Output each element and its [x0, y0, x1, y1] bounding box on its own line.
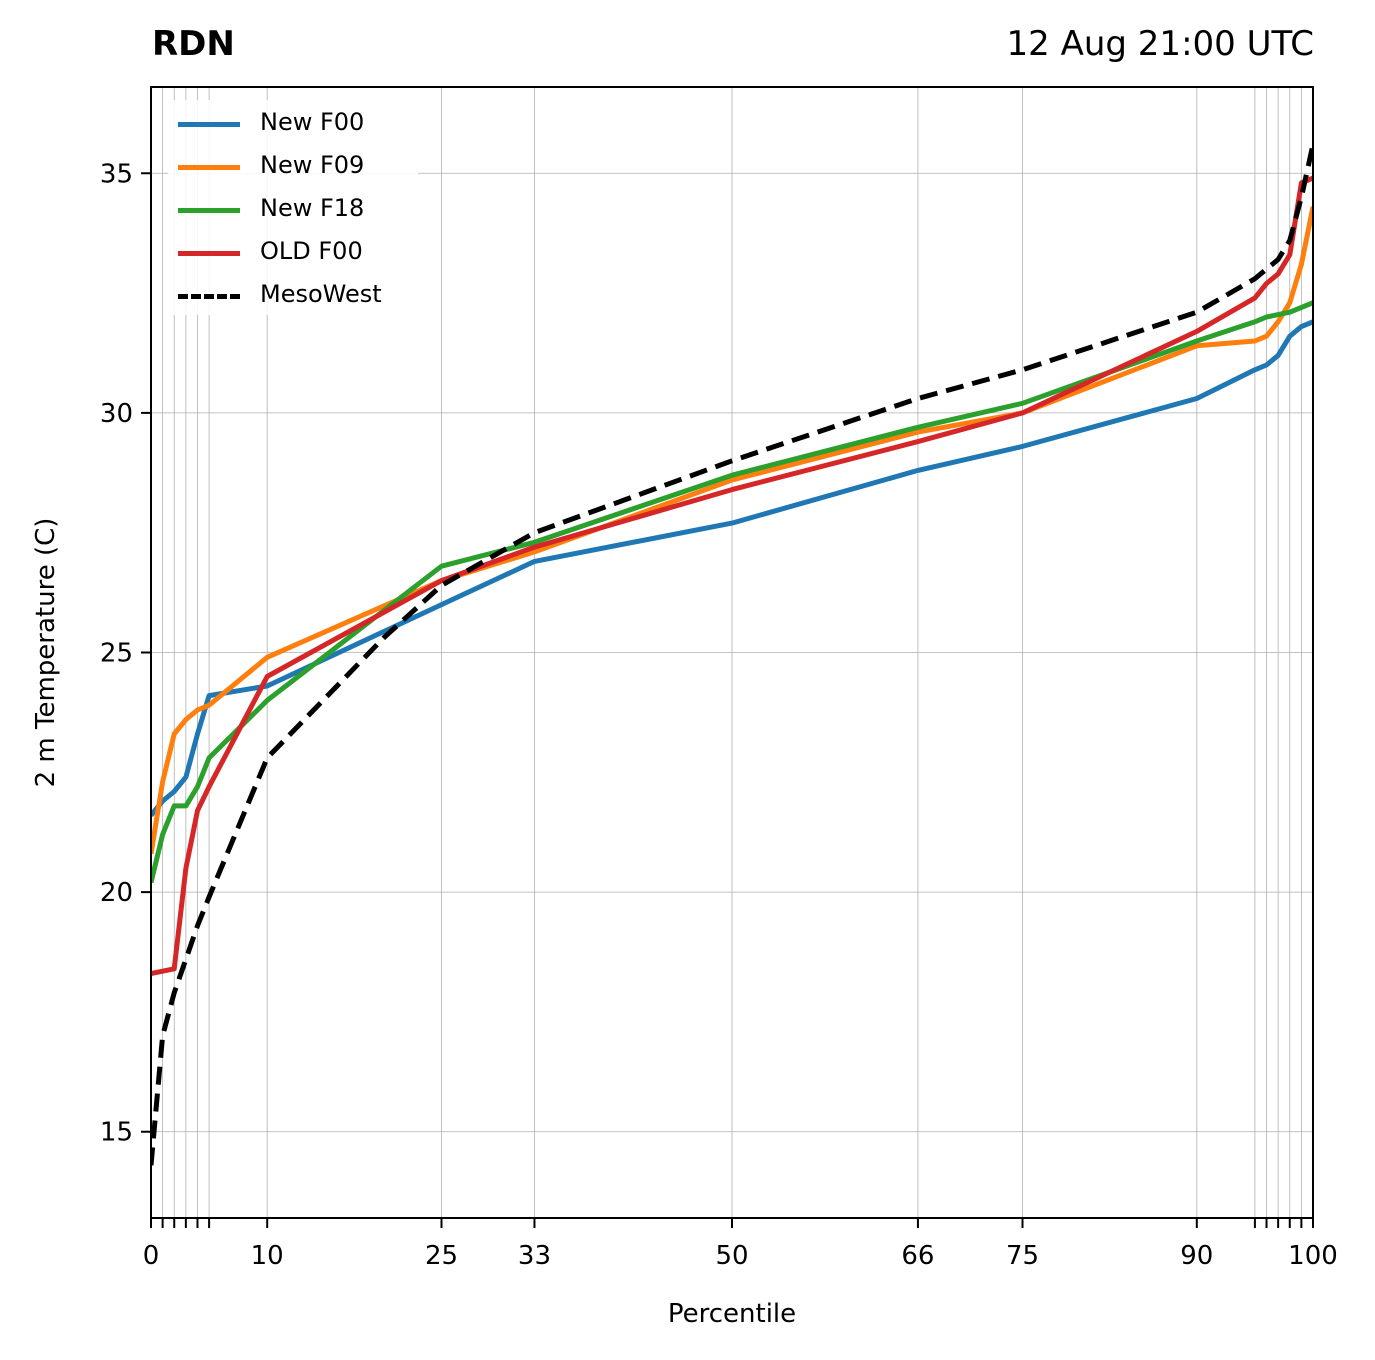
- series-line-new-f18: [151, 300, 1313, 884]
- y-tick-label: 35: [100, 159, 133, 189]
- x-tick-label: 66: [901, 1241, 934, 1271]
- legend-item: New F00: [168, 100, 418, 143]
- y-tick-label: 25: [100, 639, 133, 669]
- legend-label: MesoWest: [260, 280, 382, 308]
- legend-item: OLD F00: [168, 229, 418, 272]
- valid-time-title: 12 Aug 21:00 UTC: [1006, 24, 1314, 64]
- y-tick-label: 20: [100, 878, 133, 908]
- series-line-new-f00: [151, 319, 1313, 817]
- tick-labels: 0 10 25 33 50 66 75 90 100 15 20 25 30 35: [100, 159, 1338, 1271]
- y-axis-label: 2 m Temperature (C): [31, 518, 61, 788]
- series-line-mesowest: [151, 143, 1313, 1166]
- legend-swatch: [178, 122, 240, 127]
- x-tick-label: 90: [1180, 1241, 1213, 1271]
- legend-swatch: [178, 294, 240, 299]
- x-tick-label: 50: [715, 1241, 748, 1271]
- y-tick-label: 30: [100, 399, 133, 429]
- x-tick-label: 100: [1288, 1241, 1338, 1271]
- x-tick-label: 25: [425, 1241, 458, 1271]
- legend: New F00 New F09 New F18 OLD F00 MesoWest: [168, 100, 418, 315]
- series-line-new-f09: [151, 206, 1313, 855]
- x-tick-label: 33: [518, 1241, 551, 1271]
- x-axis-label: Percentile: [668, 1299, 796, 1329]
- legend-item: New F18: [168, 186, 418, 229]
- station-title: RDN: [152, 24, 235, 64]
- legend-label: OLD F00: [260, 237, 363, 265]
- legend-label: New F18: [260, 194, 365, 222]
- x-tick-label: 75: [1006, 1241, 1039, 1271]
- legend-label: New F09: [260, 151, 365, 179]
- series-lines: [151, 143, 1313, 1166]
- legend-label: New F00: [260, 108, 365, 136]
- x-tick-label: 10: [251, 1241, 284, 1271]
- y-tick-label: 15: [100, 1118, 133, 1148]
- legend-item: MesoWest: [168, 272, 418, 315]
- legend-swatch: [178, 251, 240, 256]
- legend-swatch: [178, 165, 240, 170]
- axis-ticks: [141, 172, 1314, 1228]
- series-line-old-f00: [151, 175, 1313, 977]
- legend-item: New F09: [168, 143, 418, 186]
- x-tick-label: 0: [143, 1241, 160, 1271]
- legend-swatch: [178, 208, 240, 213]
